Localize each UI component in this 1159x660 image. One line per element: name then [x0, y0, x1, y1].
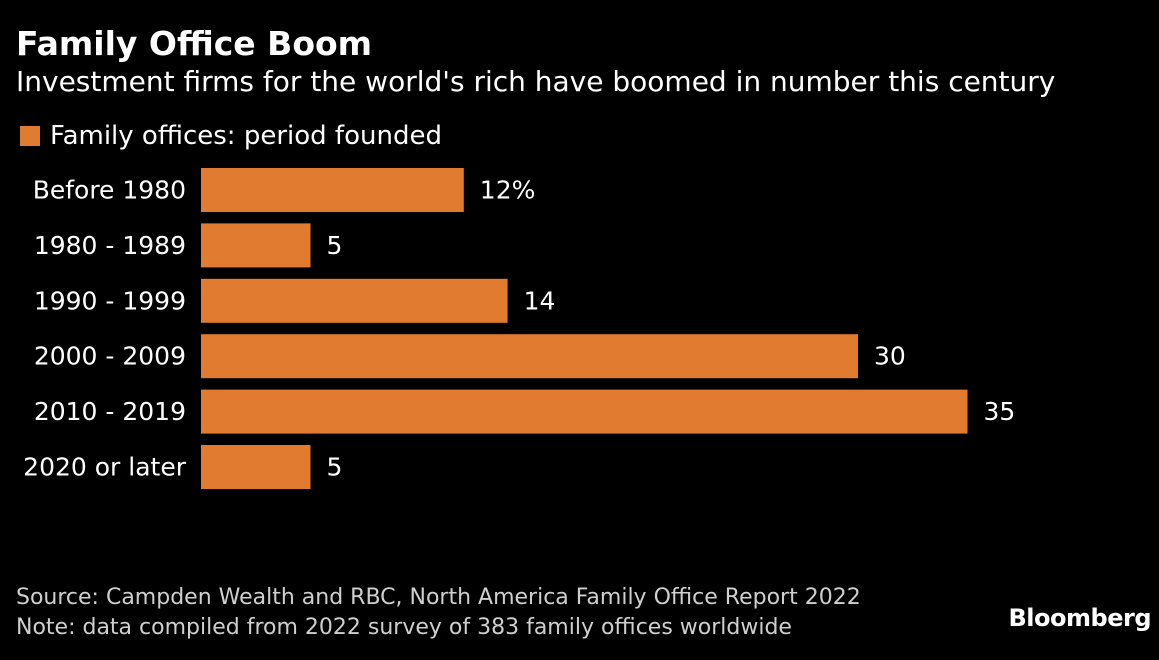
legend-swatch: [20, 126, 40, 146]
chart-subtitle: Investment firms for the world's rich ha…: [16, 65, 1056, 98]
bar: [201, 168, 464, 212]
category-label: 2020 or later: [23, 453, 187, 482]
data-label: 35: [984, 397, 1016, 426]
data-label: 5: [327, 453, 343, 482]
data-note: Note: data compiled from 2022 survey of …: [16, 615, 792, 640]
data-label: 30: [874, 342, 906, 371]
legend-label: Family offices: period founded: [50, 121, 442, 151]
bar-chart: Before 1980 12% 1980 - 1989 5 1990 - 1999 14 2…: [23, 168, 1016, 489]
category-label: Before 1980: [33, 176, 186, 205]
category-label: 1990 - 1999: [34, 286, 186, 315]
data-label: 12%: [480, 176, 536, 205]
bar: [201, 223, 311, 268]
chart-title: Family Office Boom: [16, 24, 373, 63]
bar: [201, 334, 858, 379]
source-note: Source: Campden Wealth and RBC, North Am…: [16, 585, 861, 610]
bar: [201, 389, 968, 434]
data-label: 14: [524, 286, 556, 315]
data-label: 5: [327, 231, 343, 260]
bar: [201, 278, 508, 323]
legend: Family offices: period founded: [20, 119, 442, 153]
bar: [201, 445, 311, 489]
category-label: 1980 - 1989: [34, 231, 186, 260]
category-label: 2000 - 2009: [34, 342, 186, 371]
bloomberg-logo: Bloomberg: [1008, 604, 1152, 632]
category-label: 2010 - 2019: [34, 397, 186, 426]
